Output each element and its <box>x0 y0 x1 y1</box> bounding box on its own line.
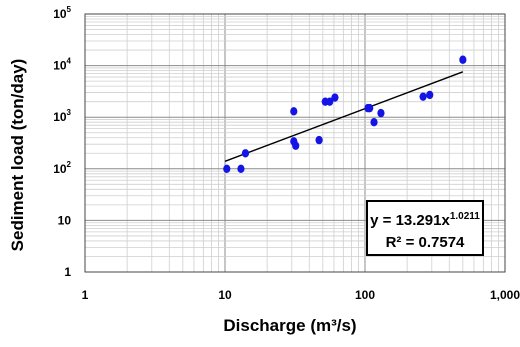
y-tick-labels: 1 10 102 103 104 105 <box>53 5 71 279</box>
equation-box: y = 13.291x1.0211 R² = 0.7574 <box>366 200 484 256</box>
data-point <box>331 93 339 102</box>
y-tick-label: 103 <box>53 108 71 124</box>
y-tick-label: 104 <box>53 57 71 73</box>
data-point <box>459 55 467 64</box>
trendline <box>224 71 464 162</box>
data-point <box>237 164 245 173</box>
data-points <box>223 55 467 173</box>
plot-frame <box>84 13 506 273</box>
regression-equation: y = 13.291x1.0211 <box>368 206 482 232</box>
x-tick-labels: 1 10 100 1,000 <box>82 288 520 302</box>
data-point <box>241 149 250 158</box>
data-point <box>366 103 374 113</box>
y-tick-label: 10 <box>58 213 72 227</box>
data-point <box>292 141 300 150</box>
data-point <box>290 107 298 116</box>
y-axis-label: Sediment load (ton/day) <box>8 59 27 252</box>
x-tick-label: 100 <box>355 288 375 302</box>
y-tick-label: 105 <box>53 5 71 21</box>
r-squared: R² = 0.7574 <box>385 234 465 251</box>
x-tick-label: 1,000 <box>490 288 520 302</box>
equation-exponent: 1.0211 <box>449 211 480 222</box>
data-point <box>419 92 427 101</box>
data-point <box>377 108 385 118</box>
y-axis-label-svg: Sediment load (ton/day) <box>8 59 27 252</box>
data-point <box>315 135 323 145</box>
y-tick-label: 102 <box>53 160 71 176</box>
data-point <box>223 164 231 173</box>
equation-base: y = 13.291x <box>370 212 450 229</box>
data-point <box>426 90 434 100</box>
x-tick-label: 10 <box>218 288 232 302</box>
y-tick-label: 1 <box>64 265 71 279</box>
data-point <box>326 97 334 106</box>
x-axis-label: Discharge (m³/s) <box>223 316 357 335</box>
x-tick-label: 1 <box>82 288 89 302</box>
data-point <box>370 118 378 127</box>
